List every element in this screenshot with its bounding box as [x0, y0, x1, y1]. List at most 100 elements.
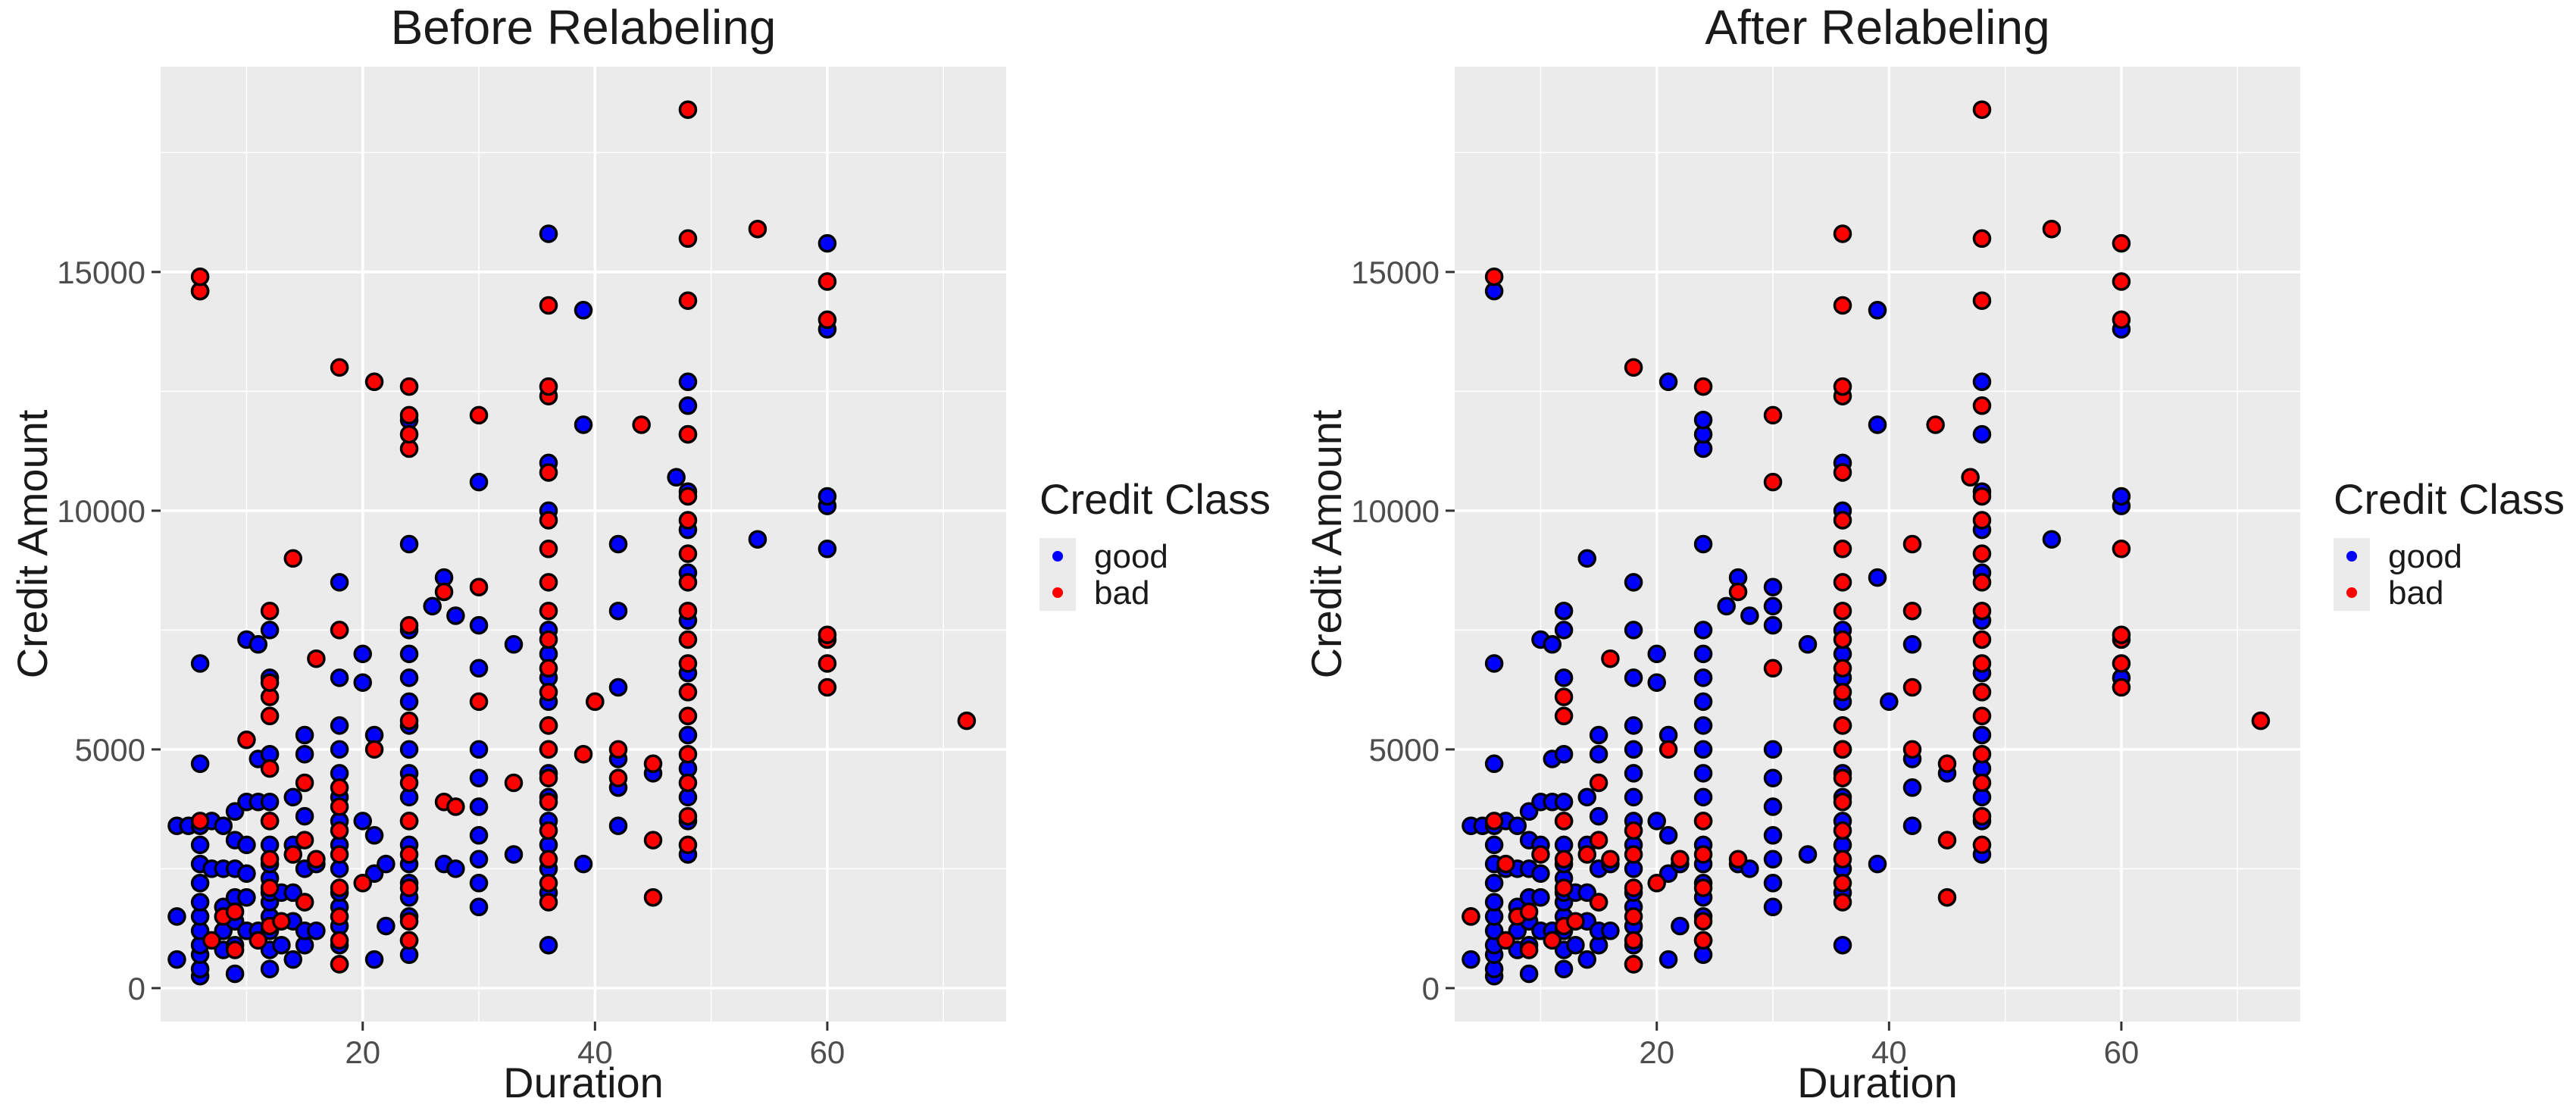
data-point-bad	[539, 601, 558, 621]
legend-title: Credit Class	[2334, 475, 2565, 523]
data-point-good	[469, 897, 489, 917]
data-point-bad	[539, 850, 558, 869]
data-point-bad	[586, 692, 605, 712]
data-point-bad	[1519, 902, 1539, 922]
data-point-good	[237, 864, 256, 883]
data-point-good	[330, 740, 349, 759]
data-point-bad	[1972, 744, 1992, 764]
data-point-bad	[399, 845, 419, 864]
data-point-bad	[643, 887, 663, 907]
data-point-bad	[1937, 831, 1957, 850]
data-point-bad	[1554, 706, 1574, 726]
data-point-good	[399, 692, 419, 712]
data-point-good	[1763, 596, 1783, 616]
panel-title: Before Relabeling	[391, 0, 777, 55]
legend-label-good: good	[2388, 538, 2462, 575]
data-point-good	[295, 725, 314, 745]
data-point-bad	[260, 759, 280, 778]
data-point-bad	[1531, 845, 1550, 864]
x-tick-label: 60	[2104, 1034, 2140, 1070]
data-point-bad	[330, 358, 349, 377]
data-point-bad	[678, 229, 698, 249]
data-point-bad	[1624, 955, 1643, 974]
data-point-good	[399, 740, 419, 759]
data-point-good	[330, 573, 349, 592]
data-point-good	[307, 922, 326, 940]
series-bad	[190, 100, 977, 974]
data-point-good	[353, 673, 372, 692]
data-point-good	[225, 802, 245, 821]
data-point-bad	[295, 893, 314, 912]
data-point-bad	[1496, 931, 1515, 950]
data-point-good	[1658, 864, 1678, 883]
data-point-bad	[1554, 850, 1574, 869]
data-point-bad	[1972, 511, 1992, 530]
data-point-good	[1693, 644, 1713, 664]
data-point-bad	[678, 573, 698, 592]
data-point-bad	[1763, 659, 1783, 678]
data-point-bad	[330, 878, 349, 897]
data-point-good	[1833, 935, 1852, 955]
data-point-bad	[295, 831, 314, 850]
data-point-good	[1519, 802, 1539, 821]
data-point-good	[423, 596, 442, 616]
y-tick-label: 15000	[57, 255, 145, 290]
x-axis-title: Duration	[503, 1059, 664, 1106]
data-point-bad	[2112, 625, 2131, 644]
data-point-bad	[283, 549, 303, 568]
data-point-bad	[1566, 912, 1585, 931]
data-point-bad	[364, 740, 384, 759]
data-point-bad	[643, 754, 663, 774]
data-point-good	[190, 835, 210, 855]
data-point-good	[1902, 816, 1922, 835]
y-tick-label: 10000	[1351, 493, 1440, 529]
x-tick-label: 20	[1639, 1034, 1674, 1070]
data-point-bad	[1589, 831, 1608, 850]
data-point-good	[469, 472, 489, 492]
data-point-bad	[434, 582, 454, 602]
data-point-bad	[237, 731, 256, 749]
data-point-bad	[399, 711, 419, 731]
data-point-bad	[1554, 687, 1574, 706]
data-point-bad	[272, 912, 291, 931]
data-point-bad	[225, 940, 245, 959]
data-point-bad	[2042, 219, 2062, 239]
data-point-bad	[1972, 630, 1992, 649]
data-point-good	[1763, 897, 1783, 917]
data-point-bad	[539, 683, 558, 702]
data-point-good	[364, 826, 384, 845]
data-point-bad	[399, 773, 419, 793]
data-point-bad	[353, 874, 372, 893]
data-point-bad	[2112, 233, 2131, 253]
data-point-bad	[539, 716, 558, 735]
data-point-bad	[678, 601, 698, 621]
data-point-bad	[1519, 940, 1539, 959]
data-point-good	[272, 935, 291, 955]
data-point-bad	[2112, 677, 2131, 697]
data-point-good	[1658, 950, 1678, 969]
data-point-bad	[1937, 754, 1957, 774]
data-point-bad	[539, 874, 558, 893]
data-point-good	[399, 534, 419, 554]
data-point-good	[678, 725, 698, 745]
data-point-bad	[1926, 415, 1945, 434]
data-point-good	[1484, 893, 1504, 912]
data-point-good	[190, 754, 210, 774]
legend-marker-good	[2346, 551, 2357, 562]
data-point-good	[283, 787, 303, 807]
data-point-good	[1589, 744, 1608, 764]
data-point-bad	[678, 630, 698, 649]
data-point-bad	[307, 649, 326, 668]
data-point-good	[504, 635, 524, 654]
data-point-good	[1763, 577, 1783, 596]
x-tick-label: 60	[810, 1034, 846, 1070]
data-point-good	[1624, 787, 1643, 807]
data-point-good	[1763, 826, 1783, 845]
data-point-bad	[1972, 835, 1992, 855]
data-point-bad	[364, 372, 384, 392]
y-tick-label: 5000	[1369, 732, 1440, 768]
data-point-bad	[446, 797, 465, 816]
data-point-good	[1740, 606, 1759, 625]
data-point-bad	[399, 878, 419, 897]
